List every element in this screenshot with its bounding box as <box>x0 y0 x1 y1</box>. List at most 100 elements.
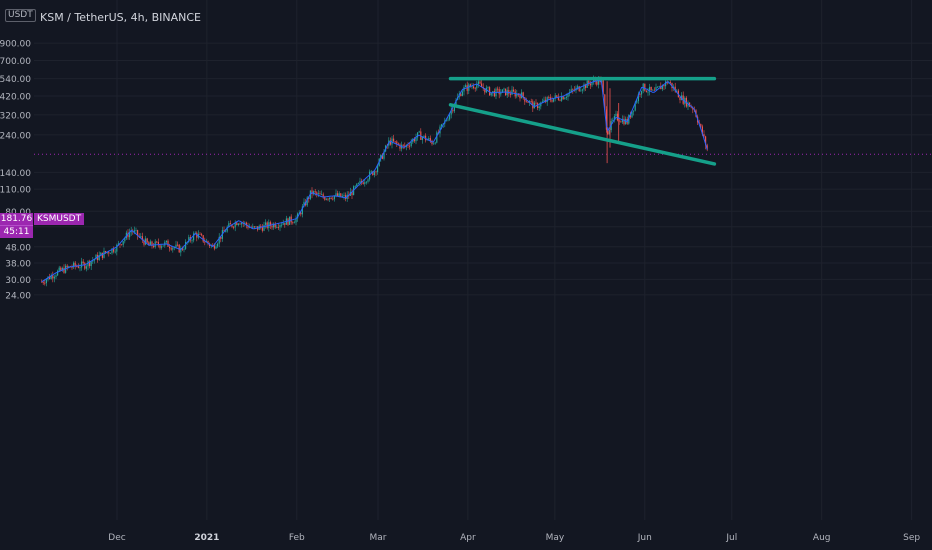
candle-body <box>700 124 702 127</box>
candle-body <box>293 222 295 224</box>
candle-body <box>60 267 62 271</box>
candle-body <box>148 242 150 246</box>
candle-body <box>306 197 308 206</box>
candle-body <box>564 97 566 100</box>
candle-body <box>71 267 73 269</box>
x-tick-label: Jun <box>637 533 652 543</box>
candle-body <box>308 197 310 199</box>
candle-body <box>397 143 399 145</box>
candle-body <box>141 236 143 241</box>
candle-body <box>556 95 558 97</box>
candle-body <box>127 232 129 238</box>
candle-body <box>297 213 299 219</box>
candle-body <box>89 261 91 267</box>
candle-body <box>140 236 142 238</box>
y-tick-label: 900.00 <box>0 40 31 50</box>
candle-body <box>402 144 404 146</box>
y-tick-label: 48.00 <box>5 243 31 253</box>
candle-body <box>511 89 513 95</box>
candle-body <box>284 223 286 225</box>
candle-body <box>177 244 179 246</box>
candle-body <box>274 223 276 228</box>
candle-body <box>625 118 627 125</box>
candle-body <box>645 90 647 92</box>
candle-body <box>172 247 174 250</box>
candle-body <box>181 247 183 250</box>
candle-body <box>241 222 243 225</box>
candle-body <box>650 86 652 91</box>
candle-body <box>383 151 385 159</box>
candle-body <box>157 242 159 246</box>
candle-body <box>589 83 591 86</box>
candle-body <box>452 110 454 112</box>
candle-body <box>381 154 383 159</box>
x-tick-label: Apr <box>460 533 476 543</box>
candle-body <box>490 92 492 96</box>
candle-body <box>705 136 707 146</box>
candle-body <box>183 248 185 250</box>
candle-body <box>357 182 359 184</box>
candle-body <box>317 193 319 195</box>
candle-body <box>101 252 103 258</box>
candle-body <box>345 195 347 199</box>
x-tick-label: Dec <box>108 533 125 543</box>
candle-body <box>249 227 251 228</box>
candle-body <box>500 92 502 95</box>
candle-body <box>295 218 297 223</box>
candle-body <box>580 90 582 92</box>
x-tick-label: Feb <box>289 533 305 543</box>
candle-body <box>269 222 271 226</box>
candle-body <box>577 86 579 88</box>
candle-body <box>85 266 87 269</box>
candle-body <box>63 267 65 273</box>
candle-body <box>229 223 231 225</box>
candle-body <box>281 224 283 226</box>
candle-body <box>562 96 564 100</box>
candle-body <box>706 145 708 150</box>
candle-body <box>409 145 411 147</box>
candle-body <box>557 96 559 100</box>
candle-body <box>151 241 153 246</box>
candle-body <box>341 196 343 198</box>
candle-body <box>207 241 209 244</box>
candle-body <box>161 246 163 248</box>
y-tick-label: 240.00 <box>0 131 31 141</box>
currency-unit-badge[interactable]: USDT <box>5 9 36 22</box>
candle-body <box>201 234 203 236</box>
candle-body <box>290 216 292 223</box>
candle-body <box>220 236 222 239</box>
candle-body <box>657 86 659 88</box>
candle-body <box>237 223 239 226</box>
candle-body <box>476 84 478 89</box>
candle-body <box>169 246 171 249</box>
candle-body <box>212 245 214 246</box>
candle-body <box>541 101 543 103</box>
candle-body <box>87 261 89 267</box>
candle-body <box>156 241 158 243</box>
candle-body <box>479 81 481 84</box>
y-axis: 900.00 700.00 540.00 420.00 320.00 240.00 140.… <box>0 40 31 302</box>
candle-body <box>359 180 361 183</box>
candle-body <box>61 267 63 271</box>
candle-body <box>588 80 590 84</box>
candle-body <box>42 281 44 283</box>
candle-body <box>525 101 527 103</box>
candle-body <box>135 230 137 231</box>
candle-body <box>533 102 535 109</box>
candle-body <box>615 113 617 117</box>
candle-body <box>81 261 83 268</box>
candle-body <box>316 192 318 195</box>
candle-body <box>665 81 667 87</box>
candle-body <box>300 212 302 215</box>
candle-body <box>445 120 447 122</box>
candle-body <box>551 100 553 102</box>
last-price-label: 181.76 45:11 <box>0 213 33 238</box>
candle-body <box>239 223 241 225</box>
candle-body <box>252 226 254 228</box>
y-tick-label: 30.00 <box>5 276 31 286</box>
candle-body <box>543 99 545 102</box>
candle-body <box>413 139 415 142</box>
candle-body <box>607 129 609 135</box>
candle-body <box>428 138 430 140</box>
